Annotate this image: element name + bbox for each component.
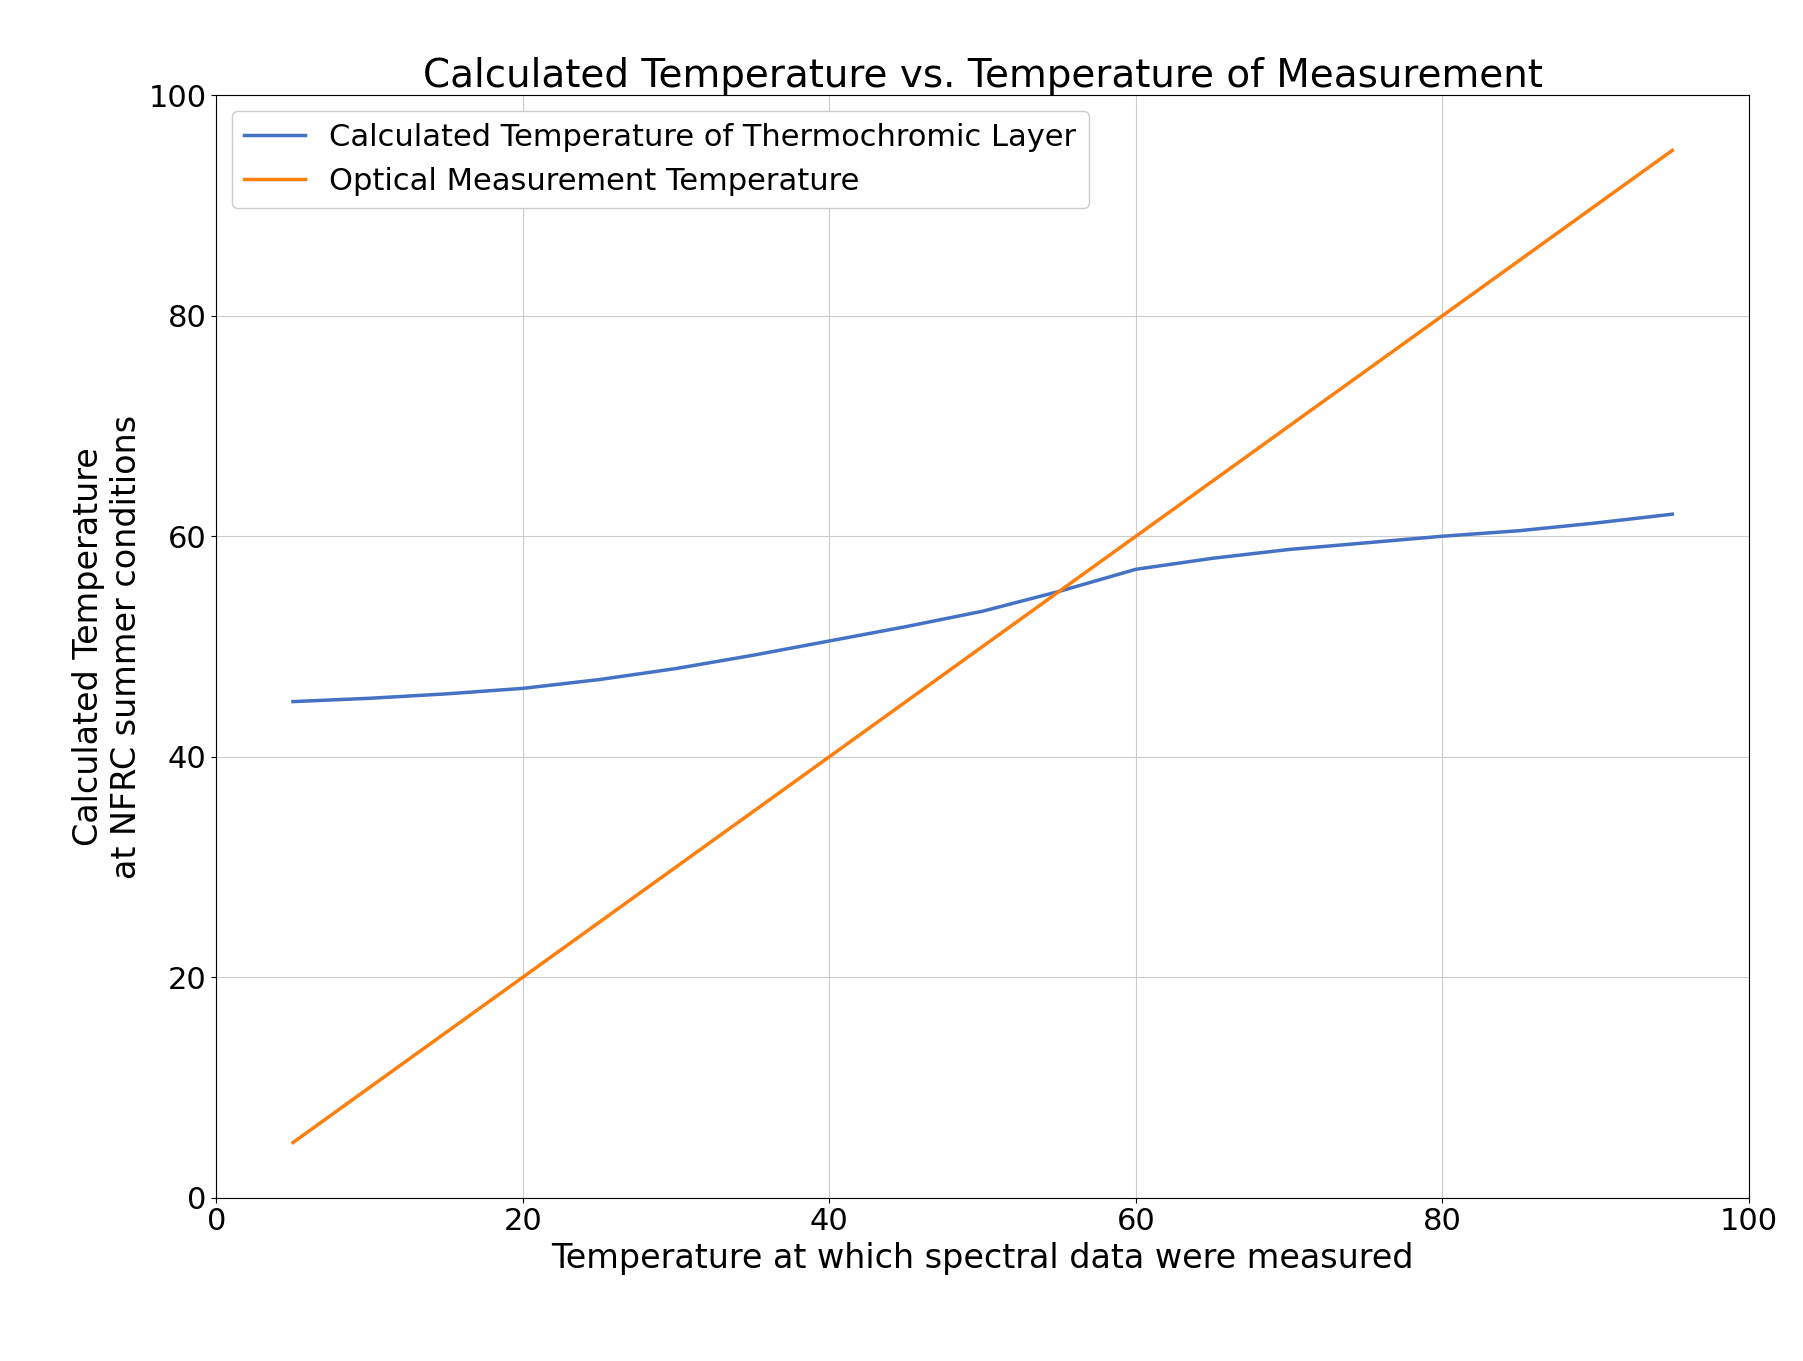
Calculated Temperature of Thermochromic Layer bbox=[1585, 514, 1606, 531]
Calculated Temperature of Thermochromic Layer bbox=[588, 671, 609, 687]
Calculated Temperature of Thermochromic Layer bbox=[743, 646, 764, 663]
Calculated Temperature of Thermochromic Layer bbox=[1201, 550, 1222, 566]
Calculated Temperature of Thermochromic Layer bbox=[665, 660, 687, 676]
Calculated Temperature of Thermochromic Layer bbox=[1356, 535, 1377, 551]
Calculated Temperature of Thermochromic Layer bbox=[281, 693, 303, 710]
Calculated Temperature of Thermochromic Layer bbox=[1432, 528, 1453, 544]
Calculated Temperature of Thermochromic Layer bbox=[512, 680, 534, 697]
Calculated Temperature of Thermochromic Layer bbox=[1278, 542, 1300, 558]
Calculated Temperature of Thermochromic Layer bbox=[436, 686, 458, 702]
Calculated Temperature of Thermochromic Layer bbox=[972, 603, 993, 619]
Legend: Calculated Temperature of Thermochromic Layer, Optical Measurement Temperature: Calculated Temperature of Thermochromic … bbox=[231, 110, 1089, 208]
Calculated Temperature of Thermochromic Layer bbox=[1125, 561, 1147, 577]
Calculated Temperature of Thermochromic Layer bbox=[359, 690, 380, 706]
X-axis label: Temperature at which spectral data were measured: Temperature at which spectral data were … bbox=[552, 1243, 1414, 1275]
Title: Calculated Temperature vs. Temperature of Measurement: Calculated Temperature vs. Temperature o… bbox=[422, 57, 1543, 95]
Calculated Temperature of Thermochromic Layer bbox=[896, 618, 918, 634]
Calculated Temperature of Thermochromic Layer bbox=[1507, 523, 1529, 539]
Y-axis label: Calculated Temperature
at NFRC summer conditions: Calculated Temperature at NFRC summer co… bbox=[72, 414, 142, 879]
Calculated Temperature of Thermochromic Layer bbox=[1662, 506, 1684, 523]
Calculated Temperature of Thermochromic Layer bbox=[1049, 583, 1071, 599]
Line: Calculated Temperature of Thermochromic Layer: Calculated Temperature of Thermochromic … bbox=[292, 514, 1673, 702]
Calculated Temperature of Thermochromic Layer bbox=[819, 633, 840, 649]
